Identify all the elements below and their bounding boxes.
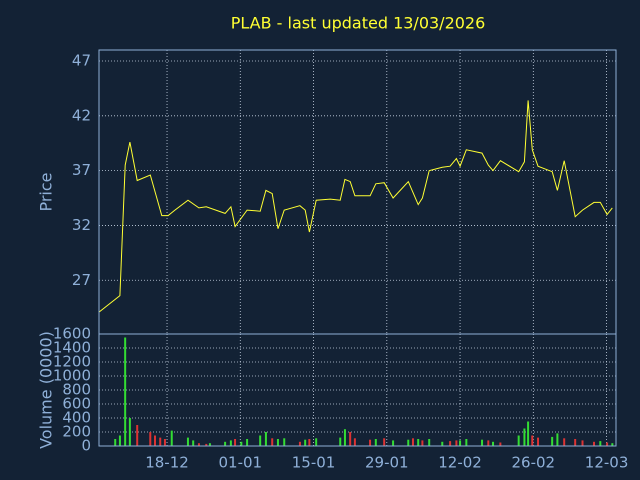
volume-bar: [551, 436, 554, 446]
volume-bar: [455, 440, 458, 446]
x-tick-label: 18-12: [145, 454, 189, 472]
x-tick-label: 12-03: [585, 454, 629, 472]
volume-bar: [246, 439, 249, 446]
volume-bar: [264, 432, 267, 446]
volume-bar: [369, 439, 372, 446]
volume-bar: [114, 439, 117, 446]
volume-bar: [339, 437, 342, 446]
volume-bar: [259, 435, 262, 446]
y-tick-label: 200: [62, 423, 91, 441]
x-tick-label: 29-01: [365, 454, 409, 472]
volume-bar: [205, 443, 208, 446]
x-tick-label: 12-02: [438, 454, 482, 472]
volume-bar: [459, 440, 462, 446]
y-tick-label: 800: [62, 381, 91, 399]
volume-bar: [197, 443, 200, 446]
volume-bar: [192, 440, 195, 446]
volume-bar: [349, 432, 352, 446]
plot-frame: [98, 333, 617, 447]
volume-bar: [563, 438, 566, 446]
y-tick-label: 42: [72, 106, 91, 124]
volume-bar: [537, 437, 540, 446]
y-tick-label: 400: [62, 409, 91, 427]
volume-bar: [118, 435, 121, 446]
volume-bar: [304, 439, 307, 446]
y-tick-label: 1200: [53, 353, 91, 371]
volume-bar: [465, 439, 468, 446]
y-tick-label: 1400: [53, 339, 91, 357]
volume-bar: [449, 441, 452, 446]
y-tick-label: 1000: [53, 367, 91, 385]
volume-bar: [593, 441, 596, 446]
volume-bar: [343, 429, 346, 446]
price-line: [98, 100, 613, 313]
volume-bar: [417, 439, 420, 446]
volume-bar: [531, 435, 534, 446]
volume-bar: [383, 438, 386, 446]
volume-bar: [315, 438, 318, 446]
volume-bar: [170, 430, 173, 446]
y-tick-label: 32: [72, 216, 91, 234]
volume-bar: [611, 443, 614, 446]
y-tick-label: 27: [72, 271, 91, 289]
volume-bar: [441, 441, 444, 446]
volume-bar: [606, 442, 609, 446]
volume-bar: [308, 439, 311, 446]
volume-bar: [581, 440, 584, 446]
y-tick-label: 0: [81, 437, 91, 455]
volume-bar: [407, 439, 410, 446]
volume-bar: [374, 439, 377, 446]
volume-bar: [428, 439, 431, 446]
volume-bar: [271, 438, 274, 446]
volume-bar: [224, 441, 227, 446]
volume-bar: [163, 439, 166, 446]
volume-bar: [392, 440, 395, 446]
volume-bar: [240, 441, 243, 446]
volume-bar: [599, 441, 602, 446]
volume-bar: [186, 437, 189, 446]
x-tick-label: 26-02: [512, 454, 556, 472]
volume-bar: [229, 440, 232, 446]
volume-bar: [556, 433, 559, 446]
volume-bar: [153, 435, 156, 446]
y-tick-label: 1600: [53, 325, 91, 343]
volume-bar: [276, 439, 279, 446]
y-tick-label: 47: [72, 51, 91, 69]
volume-bar: [136, 425, 139, 446]
volume-bar: [298, 441, 301, 446]
volume-bar: [481, 439, 484, 446]
volume-bar: [523, 428, 526, 446]
x-tick-label: 01-01: [218, 454, 262, 472]
volume-bar: [517, 435, 520, 446]
volume-bar: [411, 438, 414, 446]
volume-bar: [527, 421, 530, 446]
volume-bar: [159, 437, 162, 446]
x-tick-label: 15-01: [292, 454, 336, 472]
volume-bar: [574, 439, 577, 446]
volume-bar: [487, 440, 490, 446]
y-axis-title: Volume (0000): [37, 331, 56, 449]
volume-bar: [208, 443, 211, 446]
y-tick-label: 600: [62, 395, 91, 413]
volume-bar: [128, 418, 131, 446]
volume-bar: [421, 440, 424, 446]
y-tick-label: 37: [72, 161, 91, 179]
volume-bar: [124, 337, 127, 446]
volume-bar: [149, 432, 152, 446]
volume-bar: [283, 438, 286, 446]
volume-bar: [492, 441, 495, 446]
volume-bar: [234, 439, 237, 446]
volume-bar: [499, 442, 502, 446]
volume-bar: [353, 438, 356, 446]
y-axis-title: Price: [37, 172, 56, 211]
chart-title: PLAB - last updated 13/03/2026: [231, 14, 486, 33]
